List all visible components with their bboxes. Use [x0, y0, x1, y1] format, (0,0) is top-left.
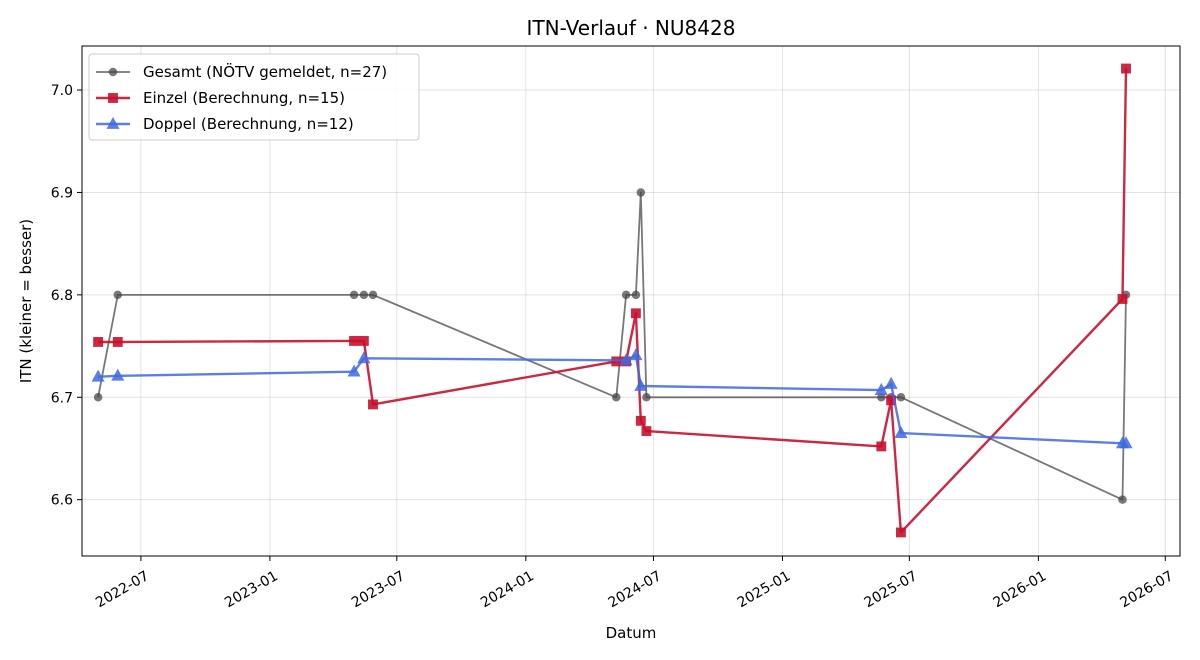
data-point — [894, 425, 908, 438]
data-point — [631, 290, 641, 300]
legend-marker — [108, 67, 118, 77]
x-axis: 2022-07 2023-01 2023-07 2024-01 2024-07 2025-… — [93, 556, 1176, 611]
data-point — [621, 290, 631, 300]
x-tick-label: 2026-07 — [1118, 568, 1177, 611]
data-point — [357, 351, 371, 364]
data-point — [1118, 495, 1127, 504]
data-point — [1119, 436, 1133, 449]
data-point — [874, 382, 888, 395]
data-point — [635, 415, 646, 426]
data-point — [368, 290, 378, 300]
data-point — [642, 393, 651, 402]
data-point — [368, 399, 378, 410]
data-point — [619, 353, 633, 366]
series-layer — [91, 63, 1133, 538]
legend-entry: Einzel (Berechnung, n=15) — [96, 89, 345, 107]
data-point — [112, 337, 123, 347]
legend-marker — [108, 93, 118, 103]
y-tick-label: 6.6 — [51, 493, 73, 509]
legend: Gesamt (NÖTV gemeldet, n=27) Einzel (Bere… — [88, 53, 420, 141]
data-point — [93, 393, 103, 402]
y-tick-label: 6.9 — [51, 185, 73, 201]
legend-label: Einzel (Berechnung, n=15) — [143, 89, 345, 107]
data-point — [884, 376, 898, 389]
series-line — [98, 354, 1126, 445]
data-point — [629, 348, 643, 361]
data-point — [641, 426, 652, 436]
series-3 — [91, 348, 1133, 449]
x-tick-label: 2024-01 — [478, 568, 537, 611]
legend-box — [88, 53, 420, 141]
data-point — [876, 441, 887, 452]
plot-frame — [81, 45, 1181, 557]
y-tick-label: 6.8 — [51, 288, 73, 304]
data-point — [358, 336, 369, 346]
legend-label: Doppel (Berechnung, n=12) — [143, 115, 354, 133]
data-point — [636, 188, 646, 197]
data-point — [1121, 63, 1131, 74]
data-point — [612, 393, 621, 402]
series-1 — [93, 188, 1131, 504]
x-tick-label: 2024-07 — [606, 568, 665, 611]
x-axis-label: Datum — [606, 624, 657, 642]
data-point — [630, 308, 641, 319]
data-point — [634, 378, 648, 391]
data-point — [886, 395, 897, 406]
legend-entry: Doppel (Berechnung, n=12) — [96, 115, 354, 133]
data-point — [93, 337, 104, 347]
x-tick-label: 2026-01 — [991, 568, 1050, 611]
chart-title: ITN-Verlauf · NU8428 — [527, 16, 736, 40]
data-point — [347, 364, 361, 377]
data-point — [349, 336, 359, 346]
x-tick-label: 2022-07 — [93, 568, 152, 611]
legend-label: Gesamt (NÖTV gemeldet, n=27) — [143, 62, 387, 81]
x-tick-label: 2023-07 — [349, 568, 408, 611]
data-point — [896, 393, 906, 402]
data-point — [896, 527, 906, 538]
data-point — [359, 290, 369, 300]
x-tick-label: 2025-07 — [862, 568, 921, 611]
data-point — [113, 290, 123, 300]
data-point — [877, 393, 886, 402]
data-point — [91, 369, 105, 382]
y-tick-label: 7.0 — [51, 83, 73, 99]
y-axis: 6.6 6.7 6.8 6.9 7.0 — [51, 83, 82, 509]
series-line — [97, 191, 1127, 501]
legend-entry: Gesamt (NÖTV gemeldet, n=27) — [96, 62, 387, 81]
y-axis-label: ITN (kleiner = besser) — [17, 219, 35, 383]
legend-marker — [106, 116, 120, 129]
series-2 — [93, 63, 1131, 538]
x-tick-label: 2023-01 — [222, 568, 281, 611]
data-point — [349, 290, 359, 300]
data-point — [1117, 294, 1128, 304]
data-point — [111, 368, 125, 381]
y-tick-label: 6.7 — [51, 390, 73, 406]
x-tick-label: 2025-01 — [735, 568, 794, 611]
